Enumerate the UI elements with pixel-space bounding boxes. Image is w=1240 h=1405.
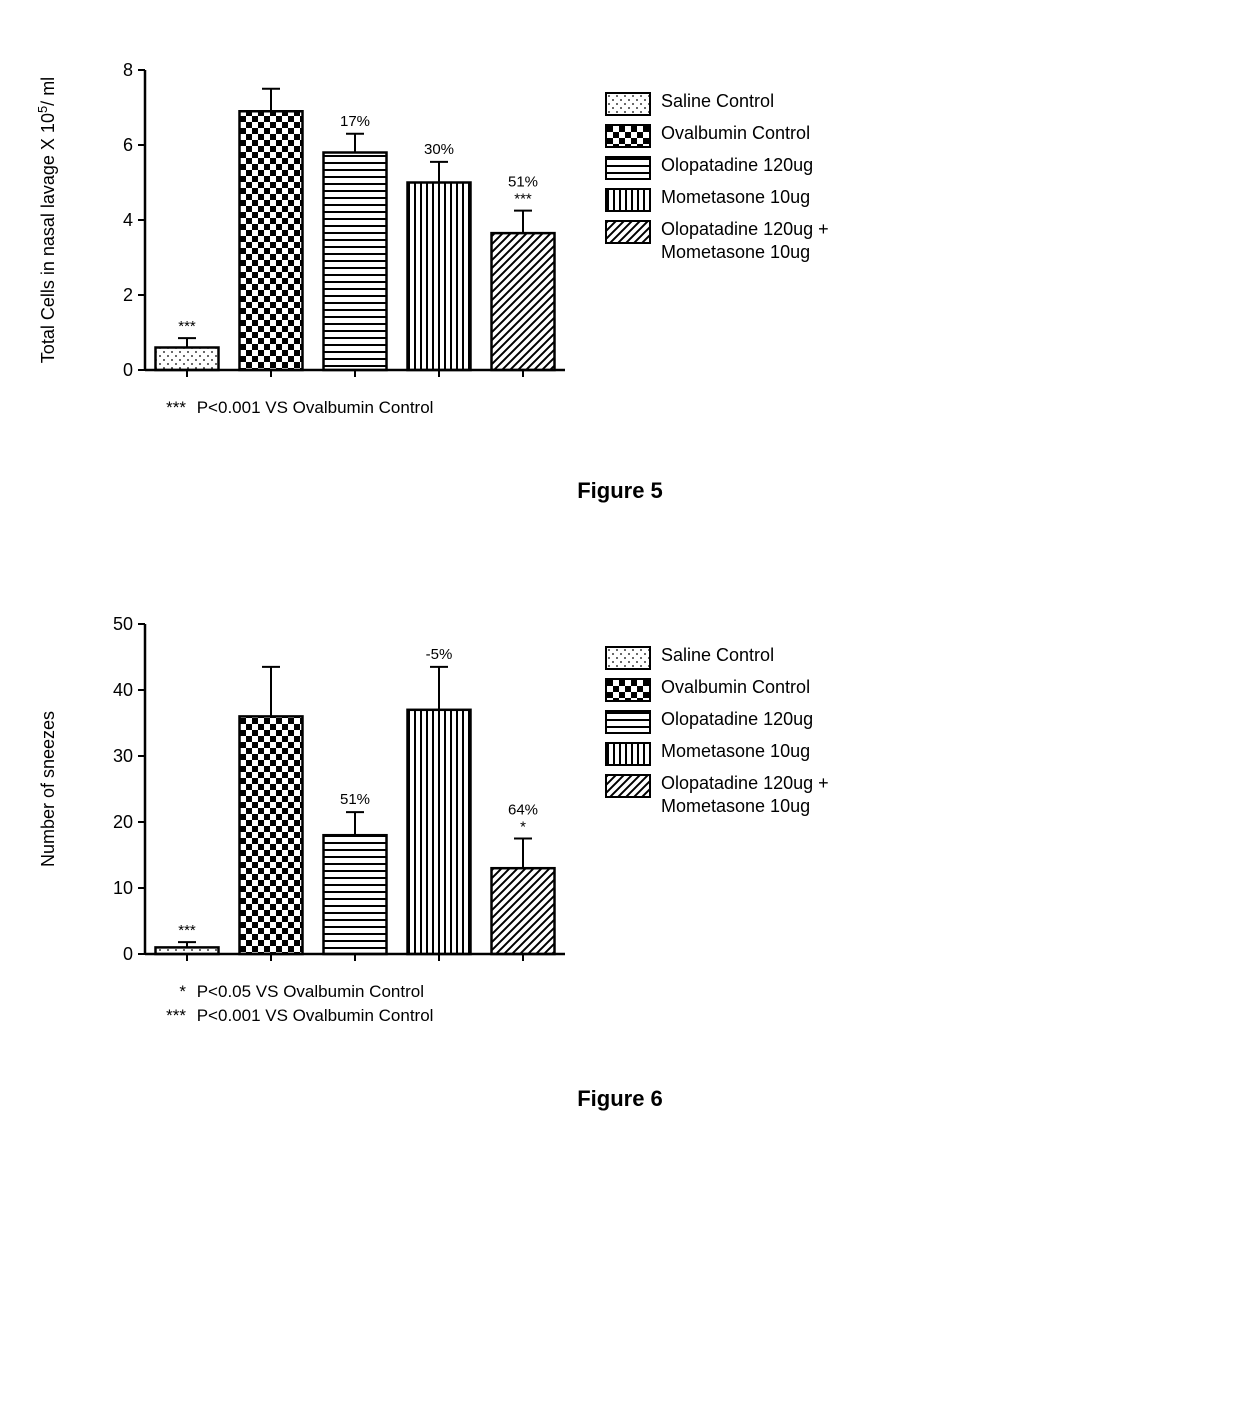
ytick-label: 2 [123,285,133,305]
fig6-chart: 0102030405051%-5%64%***64%*Number of sne… [30,604,575,974]
bar-annotation: -5% [426,646,453,663]
legend-swatch [605,92,651,116]
ytick-label: 10 [113,878,133,898]
ytick-label: 50 [113,614,133,634]
figure-5: 0246817%30%51%***51%***Total Cells in na… [30,50,1210,504]
legend-label: Saline Control [661,644,774,667]
bar-annotation: 17% [340,113,370,130]
bar [408,183,471,371]
legend-item: Saline Control [605,90,921,116]
legend-swatch [605,646,651,670]
ytick-label: 30 [113,746,133,766]
ytick-label: 6 [123,135,133,155]
fig5-chart: 0246817%30%51%***51%***Total Cells in na… [30,50,575,390]
legend-label: Saline Control [661,90,774,113]
legend-swatch [605,220,651,244]
legend-swatch [605,678,651,702]
legend-item: Olopatadine 120ug + Mometasone 10ug [605,772,921,817]
legend-item: Saline Control [605,644,921,670]
legend-item: Ovalbumin Control [605,122,921,148]
ytick-label: 8 [123,60,133,80]
legend-label: Ovalbumin Control [661,122,810,145]
bar-sig: *** [178,318,196,335]
legend-label: Olopatadine 120ug + Mometasone 10ug [661,218,921,263]
ytick-label: 4 [123,210,133,230]
legend-item: Mometasone 10ug [605,186,921,212]
fig5-legend: Saline Control Ovalbumin Control Olopata… [605,90,921,269]
legend-swatch [605,156,651,180]
fig6-caption: Figure 6 [30,1086,1210,1112]
legend-swatch [605,742,651,766]
legend-item: Olopatadine 120ug [605,708,921,734]
bar [408,710,471,954]
bar-annotation: 30% [424,141,454,158]
footnote: *** P<0.001 VS Ovalbumin Control [150,398,1210,418]
legend-swatch [605,124,651,148]
ytick-label: 40 [113,680,133,700]
bar-sig: *** [178,922,196,939]
legend-label: Ovalbumin Control [661,676,810,699]
ytick-label: 0 [123,944,133,964]
bar-sig: *** [514,191,532,208]
bar-annotation: 51% [340,791,370,808]
legend-item: Mometasone 10ug [605,740,921,766]
legend-swatch [605,710,651,734]
legend-item: Olopatadine 120ug [605,154,921,180]
bar [492,868,555,954]
legend-item: Ovalbumin Control [605,676,921,702]
fig6-footnotes: * P<0.05 VS Ovalbumin Control *** P<0.001… [150,982,1210,1026]
ytick-label: 20 [113,812,133,832]
bar-annotation: 64% [508,802,538,819]
bar [240,716,303,954]
footnote: *** P<0.001 VS Ovalbumin Control [150,1006,1210,1026]
legend-label: Olopatadine 120ug + Mometasone 10ug [661,772,921,817]
bar [324,835,387,954]
figure-6: 0102030405051%-5%64%***64%*Number of sne… [30,604,1210,1112]
legend-swatch [605,188,651,212]
bar [240,111,303,370]
y-axis-label: Number of sneezes [38,711,58,867]
bar [324,153,387,371]
bar-annotation: 51% [508,174,538,191]
footnote: * P<0.05 VS Ovalbumin Control [150,982,1210,1002]
legend-swatch [605,774,651,798]
legend-label: Olopatadine 120ug [661,708,813,731]
legend-label: Mometasone 10ug [661,186,810,209]
bar [156,348,219,371]
bar-sig: * [520,819,526,836]
legend-item: Olopatadine 120ug + Mometasone 10ug [605,218,921,263]
fig5-footnotes: *** P<0.001 VS Ovalbumin Control [150,398,1210,418]
fig6-legend: Saline Control Ovalbumin Control Olopata… [605,644,921,823]
fig5-caption: Figure 5 [30,478,1210,504]
y-axis-label: Total Cells in nasal lavage X 105/ ml [35,77,58,363]
ytick-label: 0 [123,360,133,380]
legend-label: Olopatadine 120ug [661,154,813,177]
legend-label: Mometasone 10ug [661,740,810,763]
bar [492,233,555,370]
